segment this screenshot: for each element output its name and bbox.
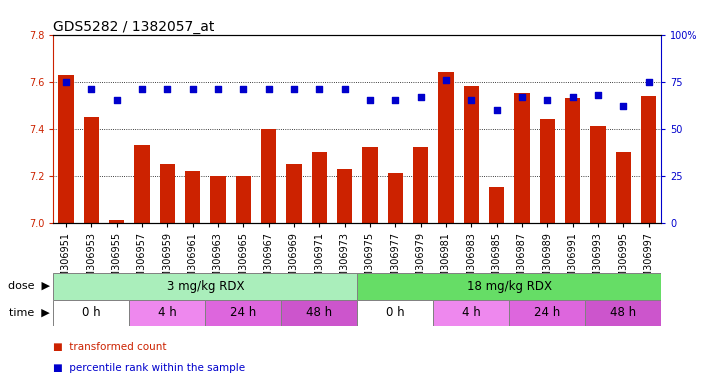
Text: ■  percentile rank within the sample: ■ percentile rank within the sample	[53, 363, 245, 373]
Bar	[540, 119, 555, 223]
Text: 4 h: 4 h	[462, 306, 481, 319]
Point	[364, 98, 375, 104]
Bar	[109, 220, 124, 223]
Text: 18 mg/kg RDX: 18 mg/kg RDX	[466, 280, 552, 293]
Bar	[311, 152, 327, 223]
Point	[314, 86, 325, 92]
Bar	[58, 74, 73, 223]
Bar	[84, 117, 99, 223]
Bar	[53, 273, 357, 300]
Text: 24 h: 24 h	[230, 306, 257, 319]
Point	[516, 94, 528, 100]
Bar	[129, 300, 205, 326]
Point	[643, 79, 654, 85]
Bar	[363, 147, 378, 223]
Bar	[210, 176, 225, 223]
Text: 0 h: 0 h	[82, 306, 101, 319]
Text: 3 mg/kg RDX: 3 mg/kg RDX	[166, 280, 244, 293]
Bar	[235, 176, 251, 223]
Point	[60, 79, 72, 85]
Bar	[433, 300, 509, 326]
Point	[237, 86, 249, 92]
Point	[288, 86, 299, 92]
Text: 0 h: 0 h	[386, 306, 405, 319]
Point	[491, 107, 502, 113]
Point	[263, 86, 274, 92]
Bar	[282, 300, 357, 326]
Point	[161, 86, 173, 92]
Point	[592, 92, 604, 98]
Bar	[337, 169, 352, 223]
Bar	[357, 300, 433, 326]
Text: ■  transformed count: ■ transformed count	[53, 342, 167, 352]
Bar	[261, 129, 276, 223]
Bar	[616, 152, 631, 223]
Point	[618, 103, 629, 109]
Bar	[509, 300, 585, 326]
Bar	[287, 164, 301, 223]
Bar	[489, 187, 504, 223]
Bar	[53, 300, 129, 326]
Bar	[590, 126, 606, 223]
Point	[567, 94, 578, 100]
Bar	[134, 145, 149, 223]
Text: dose  ▶: dose ▶	[8, 281, 50, 291]
Point	[440, 77, 451, 83]
Bar	[185, 171, 201, 223]
Bar	[438, 72, 454, 223]
Point	[466, 98, 477, 104]
Point	[111, 98, 122, 104]
Bar	[464, 86, 479, 223]
Point	[339, 86, 351, 92]
Text: 48 h: 48 h	[610, 306, 636, 319]
Point	[187, 86, 198, 92]
Point	[137, 86, 148, 92]
Bar	[357, 273, 661, 300]
Bar	[585, 300, 661, 326]
Point	[415, 94, 427, 100]
Point	[85, 86, 97, 92]
Point	[213, 86, 224, 92]
Text: 48 h: 48 h	[306, 306, 332, 319]
Text: 4 h: 4 h	[158, 306, 176, 319]
Text: time  ▶: time ▶	[9, 308, 50, 318]
Point	[390, 98, 401, 104]
Bar	[387, 173, 403, 223]
Bar	[641, 96, 656, 223]
Bar	[205, 300, 282, 326]
Bar	[413, 147, 428, 223]
Bar	[565, 98, 580, 223]
Text: 24 h: 24 h	[534, 306, 560, 319]
Bar	[514, 93, 530, 223]
Bar	[160, 164, 175, 223]
Text: GDS5282 / 1382057_at: GDS5282 / 1382057_at	[53, 20, 215, 33]
Point	[542, 98, 553, 104]
